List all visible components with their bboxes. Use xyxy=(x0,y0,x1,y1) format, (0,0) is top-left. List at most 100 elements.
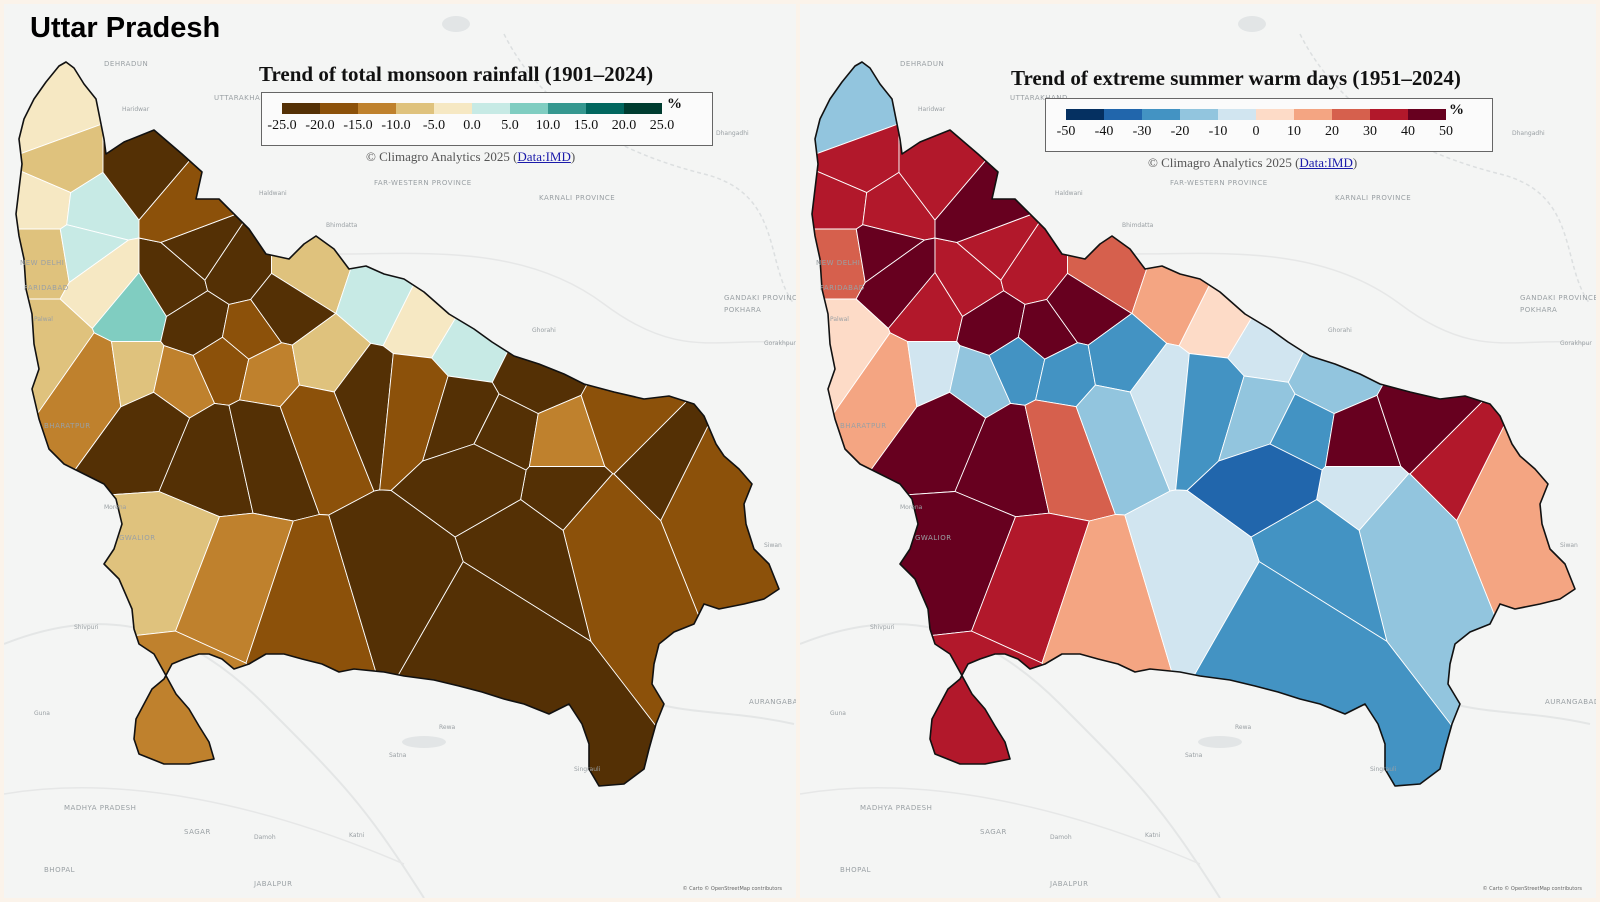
place-label: Damoh xyxy=(254,834,276,841)
place-label: Morena xyxy=(104,504,127,511)
place-label: KARNALI PROVINCE xyxy=(539,194,616,202)
legend-swatch xyxy=(282,103,320,114)
place-label: Palwal xyxy=(830,316,849,323)
place-label: Ghorahi xyxy=(1328,327,1352,334)
legend-tick-label: 20.0 xyxy=(611,118,637,133)
place-label: Singrauli xyxy=(574,766,601,773)
place-label: FARIDABAD xyxy=(24,284,69,292)
place-label: GANDAKI PROVINCE xyxy=(724,294,796,302)
warm-days-map-panel[interactable]: DEHRADUN UTTARAKHAND FAR-WESTERN PROVINCE K… xyxy=(800,4,1596,898)
legend-swatch xyxy=(434,103,472,114)
place-label: FAR-WESTERN PROVINCE xyxy=(1170,179,1268,187)
place-label: BHOPAL xyxy=(840,866,872,874)
legend-swatch xyxy=(1218,109,1256,120)
place-label: Gorakhpur xyxy=(1560,340,1592,347)
place-label: POKHARA xyxy=(724,306,762,314)
place-label: AURANGABAD xyxy=(1545,698,1596,706)
legend-tick-label: -15.0 xyxy=(343,118,373,133)
legend-swatch xyxy=(548,103,586,114)
data-source-link[interactable]: Data:IMD xyxy=(1299,155,1353,170)
place-label: Siwan xyxy=(1560,542,1578,549)
place-label: Haridwar xyxy=(918,106,946,113)
place-label: BHARATPUR xyxy=(840,422,887,430)
legend-tick-label: -20.0 xyxy=(305,118,335,133)
state-boundary xyxy=(15,61,780,787)
legend-tick-label: -10 xyxy=(1208,124,1228,139)
credit-close: ) xyxy=(1352,155,1358,170)
legend-swatch xyxy=(472,103,510,114)
place-label: BHOPAL xyxy=(44,866,76,874)
legend-tick-label: 50 xyxy=(1439,124,1453,139)
legend-swatch xyxy=(1256,109,1294,120)
place-label: Guna xyxy=(34,710,50,717)
place-label: Guna xyxy=(830,710,846,717)
place-label: KARNALI PROVINCE xyxy=(1335,194,1412,202)
legend-tick-label: 40 xyxy=(1401,124,1415,139)
legend-tick-label: 10 xyxy=(1287,124,1301,139)
place-label: UTTARAKHAND xyxy=(1010,94,1068,102)
legend-tick-label: 0.0 xyxy=(463,118,481,133)
legend-tick-label: -5.0 xyxy=(422,118,446,133)
legend-tick-label: 30 xyxy=(1363,124,1377,139)
data-source-link[interactable]: Data:IMD xyxy=(517,149,571,164)
district-49[interactable] xyxy=(328,489,464,701)
warm-days-legend: % -50 -40 -30 -20 -10 0 10 20 30 40 50 xyxy=(1045,98,1493,152)
warm-days-legend-unit: % xyxy=(1449,102,1464,118)
place-label: Ghorahi xyxy=(532,327,556,334)
legend-swatch xyxy=(1180,109,1218,120)
place-label: Shivpuri xyxy=(74,624,99,631)
place-label: Damoh xyxy=(1050,834,1072,841)
map-attribution: © Carto © OpenStreetMap contributors xyxy=(682,886,783,892)
legend-swatch xyxy=(1408,109,1446,120)
legend-swatch xyxy=(1104,109,1142,120)
rainfall-credit: © Climagro Analytics 2025 (Data:IMD) xyxy=(366,149,575,165)
district-47[interactable] xyxy=(4,630,389,898)
place-label: FARIDABAD xyxy=(820,284,865,292)
place-label: BHARATPUR xyxy=(44,422,91,430)
legend-swatch xyxy=(358,103,396,114)
rainfall-map-panel[interactable]: DEHRADUN UTTARAKHAND FAR-WESTERN PROVINCE K… xyxy=(4,4,796,898)
legend-tick-label: 20 xyxy=(1325,124,1339,139)
legend-tick-label: -40 xyxy=(1094,124,1114,139)
credit-close: ) xyxy=(570,149,576,164)
rainfall-choropleth xyxy=(4,4,780,898)
place-label: Katni xyxy=(349,832,365,839)
page-title: Uttar Pradesh xyxy=(30,12,221,44)
warm-days-choropleth xyxy=(800,4,1576,898)
rainfall-legend: % -25.0 -20.0 -15.0 -10.0 -5.0 0.0 5.0 10.0 15.0… xyxy=(261,92,713,146)
credit-text: © Climagro Analytics 2025 ( xyxy=(1148,155,1300,170)
place-label: MADHYA PRADESH xyxy=(64,804,137,812)
place-label: FAR-WESTERN PROVINCE xyxy=(374,179,472,187)
place-label: Palwal xyxy=(34,316,53,323)
place-label: GWALIOR xyxy=(119,534,156,542)
place-label: Shivpuri xyxy=(870,624,895,631)
legend-tick-label: 0 xyxy=(1252,124,1260,139)
place-label: Haridwar xyxy=(122,106,150,113)
place-label: Haldwani xyxy=(259,190,287,197)
map-attribution: © Carto © OpenStreetMap contributors xyxy=(1482,886,1583,892)
place-label: Haldwani xyxy=(1055,190,1083,197)
credit-text: © Climagro Analytics 2025 ( xyxy=(366,149,518,164)
legend-tick-label: -25.0 xyxy=(267,118,297,133)
legend-tick-label: -20 xyxy=(1170,124,1190,139)
place-label: Rewa xyxy=(439,724,456,731)
place-label: JABALPUR xyxy=(1050,880,1089,888)
place-label: Rewa xyxy=(1235,724,1252,731)
place-label: Singrauli xyxy=(1370,766,1397,773)
place-label: JABALPUR xyxy=(254,880,293,888)
legend-swatch xyxy=(624,103,662,114)
district-15[interactable] xyxy=(335,4,555,347)
place-label: GANDAKI PROVINCE xyxy=(1520,294,1596,302)
place-label: NEW DELHI xyxy=(816,259,861,267)
legend-tick-label: 25.0 xyxy=(649,118,675,133)
legend-tick-label: 10.0 xyxy=(535,118,561,133)
legend-tick-label: -30 xyxy=(1132,124,1152,139)
place-label: Bhimdatta xyxy=(1122,222,1154,229)
legend-swatch xyxy=(1332,109,1370,120)
district-15[interactable] xyxy=(1131,4,1351,347)
legend-swatch xyxy=(396,103,434,114)
place-label: Gorakhpur xyxy=(764,340,796,347)
district-49[interactable] xyxy=(1124,489,1260,701)
place-label: GWALIOR xyxy=(915,534,952,542)
district-47[interactable] xyxy=(800,630,1185,898)
